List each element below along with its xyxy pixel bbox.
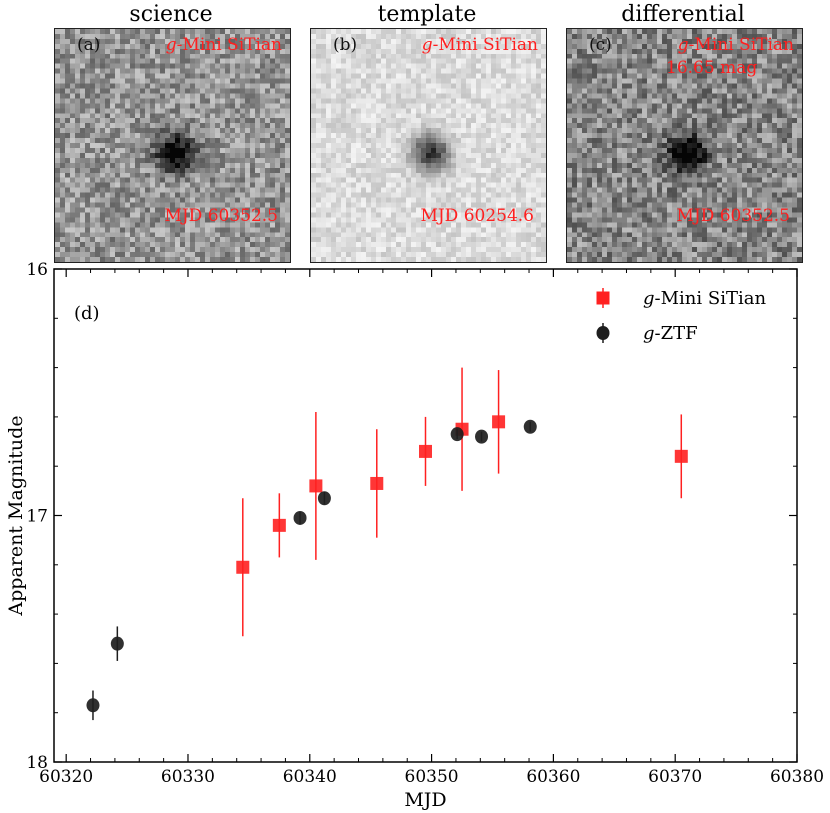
data-point — [674, 449, 688, 463]
data-point — [272, 518, 286, 532]
y-tick-label: 18 — [26, 753, 48, 773]
data-point — [475, 429, 489, 444]
data-point — [450, 427, 464, 442]
data-point — [236, 560, 250, 574]
x-tick-label: 60360 — [526, 767, 580, 787]
series-mini-sitian — [236, 367, 688, 637]
cutout-filter-label: g-Mini SiTian — [166, 35, 282, 55]
x-axis-label: MJD — [404, 789, 446, 811]
y-tick-label: 16 — [26, 260, 48, 280]
legend-label: g-ZTF — [643, 323, 698, 344]
data-point — [523, 419, 537, 434]
x-tick-label: 60330 — [161, 767, 215, 787]
y-tick-label: 17 — [26, 507, 48, 527]
cutout-filter-label: g-Mini SiTian — [422, 35, 538, 55]
data-point — [492, 415, 506, 429]
legend-label-rest: -ZTF — [655, 323, 698, 344]
cutout-filter-italic: g — [165, 35, 177, 55]
data-point — [309, 479, 323, 493]
cutout-magnitude: 16.65 mag — [666, 58, 758, 78]
cutout-filter-rest: -Mini SiTian — [176, 35, 282, 55]
legend-marker-square — [596, 291, 610, 305]
cutout-letter: (b) — [333, 35, 358, 55]
cutout-filter-italic: g — [421, 35, 433, 55]
cutout-filter-rest: -Mini SiTian — [432, 35, 538, 55]
legend-label-italic: g — [643, 288, 655, 309]
cutout-title-2: template — [377, 2, 477, 27]
cutout-filter-rest: -Mini SiTian — [688, 35, 794, 55]
cutout-image-3: (c) g-Mini SiTian 16.65 mag MJD 60352.5 — [566, 28, 803, 263]
legend-label-italic: g — [643, 323, 655, 344]
cutout-title-3: differential — [621, 2, 745, 27]
x-tick-label: 60320 — [39, 767, 93, 787]
series-ztf — [86, 419, 537, 721]
cutout-pixels — [55, 29, 290, 262]
x-tick-label: 60350 — [405, 767, 459, 787]
data-point — [419, 444, 432, 458]
legend-marker-circle — [596, 326, 610, 340]
cutout-image-1: (a) g-Mini SiTian MJD 60352.5 — [54, 28, 291, 263]
data-point — [110, 636, 124, 651]
cutout-pixels — [567, 29, 802, 262]
x-tick-label: 60370 — [648, 767, 702, 787]
data-point — [455, 422, 469, 436]
cutout-letter: (a) — [77, 35, 101, 55]
data-point — [370, 476, 384, 490]
cutout-filter-label: g-Mini SiTian — [678, 35, 794, 55]
cutout-letter: (c) — [589, 35, 612, 55]
data-point — [317, 491, 331, 506]
data-point — [293, 510, 307, 525]
legend-label-rest: -Mini SiTian — [655, 288, 767, 309]
cutout-title-1: science — [129, 2, 213, 27]
cutout-pixels — [311, 29, 546, 262]
panel-label-d: (d) — [74, 303, 100, 324]
plot-frame — [53, 268, 798, 763]
legend-label: g-Mini SiTian — [643, 288, 766, 309]
data-point — [86, 698, 100, 713]
cutout-mjd: MJD 60254.6 — [420, 206, 534, 226]
x-tick-label: 60340 — [283, 767, 337, 787]
x-tick-label: 60380 — [770, 767, 824, 787]
cutout-mjd: MJD 60352.5 — [164, 206, 278, 226]
cutout-mjd: MJD 60352.5 — [676, 206, 790, 226]
cutout-image-2: (b) g-Mini SiTian MJD 60254.6 — [310, 28, 547, 263]
cutout-filter-italic: g — [677, 35, 689, 55]
y-axis-label: Apparent Magnitude — [5, 415, 27, 616]
